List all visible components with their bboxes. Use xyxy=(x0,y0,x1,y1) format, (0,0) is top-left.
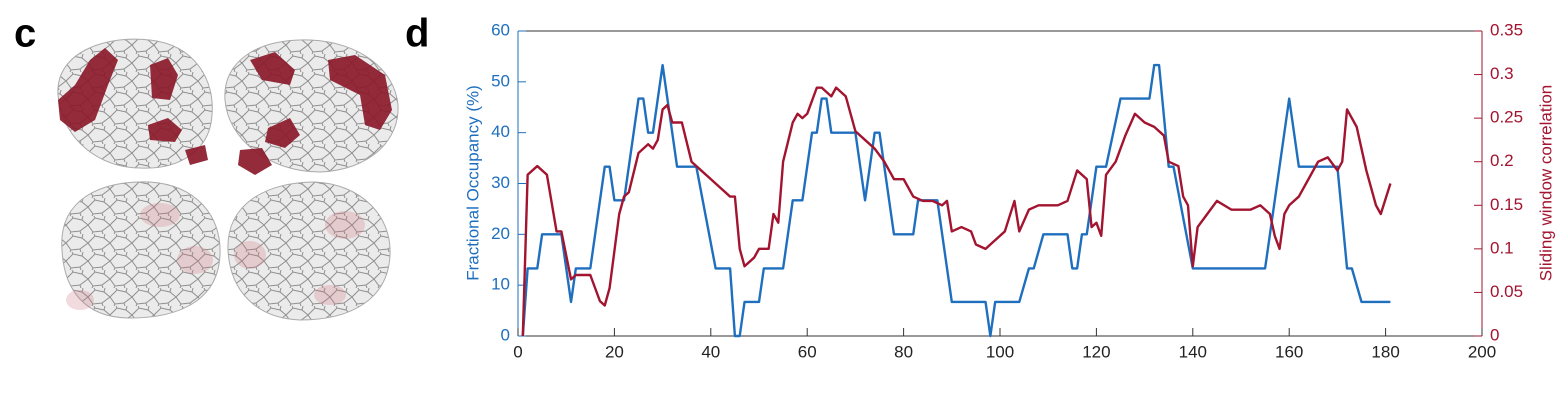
x-tick-label: 160 xyxy=(1275,342,1303,361)
y2-tick-label: 0.35 xyxy=(1490,20,1523,39)
x-tick-label: 180 xyxy=(1371,342,1399,361)
y2-tick-label: 0.3 xyxy=(1490,64,1514,83)
line-series xyxy=(521,86,1392,337)
y-tick-label: 10 xyxy=(491,275,510,294)
y-tick-label: 40 xyxy=(491,122,510,141)
x-tick-label: 140 xyxy=(1179,342,1207,361)
x-tick-label: 40 xyxy=(701,342,720,361)
x-tick-label: 200 xyxy=(1468,342,1496,361)
y2-tick-label: 0.2 xyxy=(1490,151,1514,170)
x-tick-label: 0 xyxy=(513,342,522,361)
brain-images xyxy=(57,38,399,321)
y2-tick-label: 0 xyxy=(1490,325,1499,344)
y-tick-label: 30 xyxy=(491,173,510,192)
x-tick-label: 100 xyxy=(986,342,1014,361)
x-tick-label: 80 xyxy=(894,342,913,361)
y-axis-label: Fractional Occupancy (%) xyxy=(463,85,482,281)
y-tick-label: 0 xyxy=(501,325,510,344)
panel-label: c xyxy=(14,12,36,56)
y2-tick-label: 0.1 xyxy=(1490,238,1514,257)
brain xyxy=(61,181,221,319)
panel-label: d xyxy=(405,12,429,56)
y2-tick-label: 0.05 xyxy=(1490,282,1523,301)
y2-tick-label: 0.25 xyxy=(1490,108,1523,127)
x-tick-label: 20 xyxy=(605,342,624,361)
y-tick-label: 60 xyxy=(491,20,510,39)
y2-axis-label: Sliding window correlation xyxy=(1536,85,1555,282)
y-tick-label: 50 xyxy=(491,71,510,90)
brain-regions xyxy=(66,203,365,310)
y2-tick-label: 0.15 xyxy=(1490,195,1523,214)
brain-regions xyxy=(58,48,392,175)
x-tick-label: 60 xyxy=(798,342,817,361)
line-series xyxy=(521,63,1391,338)
y-tick-label: 20 xyxy=(491,224,510,243)
brain xyxy=(227,181,391,321)
x-tick-label: 120 xyxy=(1082,342,1110,361)
